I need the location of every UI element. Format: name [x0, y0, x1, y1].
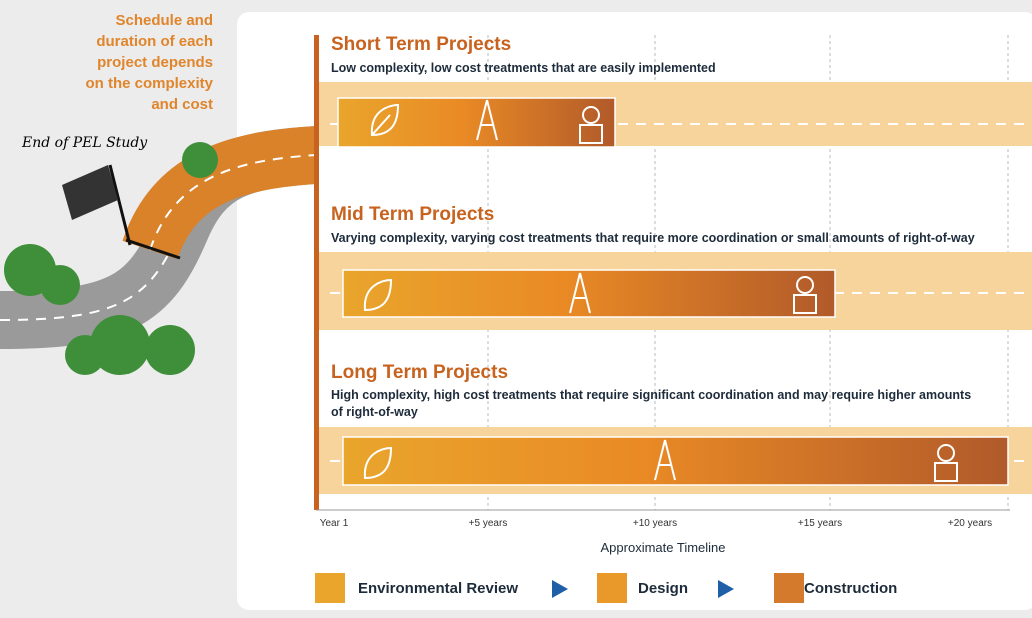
- tick-label: Year 1: [320, 518, 349, 529]
- section-description: Low complexity, low cost treatments that…: [331, 61, 716, 75]
- section-title: Short Term Projects: [331, 34, 511, 56]
- note-line: on the complexity: [85, 73, 213, 94]
- spine: [314, 35, 319, 510]
- section-description: of right-of-way: [331, 405, 418, 419]
- axis-title: Approximate Timeline: [601, 540, 726, 555]
- tick-label: +10 years: [633, 518, 677, 529]
- note-line: duration of each: [96, 31, 213, 52]
- infographic: Schedule and duration of each project de…: [0, 0, 1032, 618]
- note-line: Schedule and: [115, 10, 213, 31]
- tick-label: +20 years: [948, 518, 992, 529]
- tick-label: +15 years: [798, 518, 842, 529]
- legend-label: Environmental Review: [358, 580, 518, 597]
- flag-pole: [110, 165, 130, 245]
- section-title: Mid Term Projects: [331, 204, 494, 226]
- note-line: and cost: [151, 94, 213, 115]
- legend-label: Design: [638, 580, 688, 597]
- note-line: project depends: [97, 52, 213, 73]
- section-title: Long Term Projects: [331, 362, 508, 384]
- legend-label: Construction: [804, 580, 897, 597]
- tick-label: +5 years: [469, 518, 508, 529]
- flag: [62, 165, 118, 220]
- flag-label: End of PEL Study: [22, 135, 147, 151]
- section-description: Varying complexity, varying cost treatme…: [331, 231, 975, 245]
- section-description: High complexity, high cost treatments th…: [331, 388, 971, 402]
